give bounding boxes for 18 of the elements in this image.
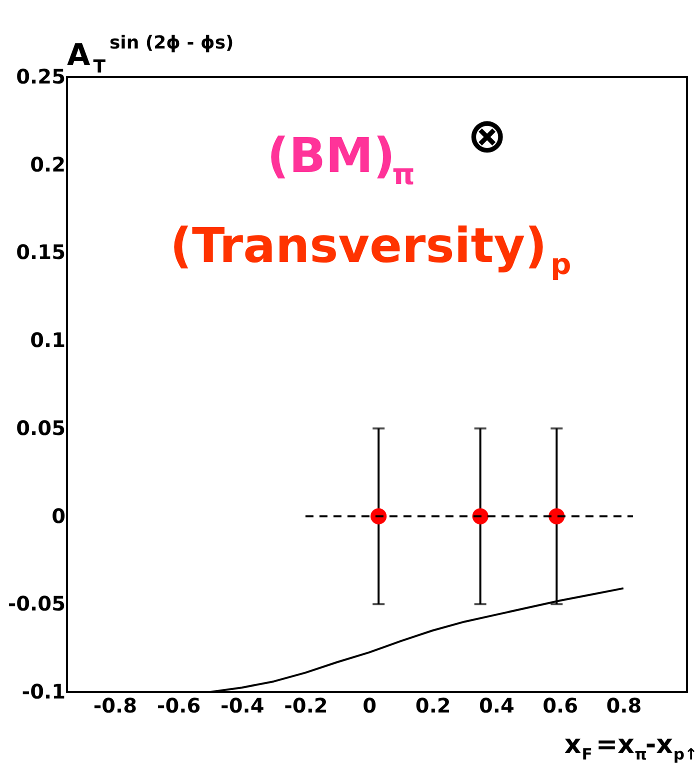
x-tick-label: 0.2 <box>415 694 451 718</box>
x-tick-label: 0 <box>362 694 377 718</box>
y-tick-label: -0.05 <box>8 592 66 616</box>
y-tick-label: -0.1 <box>22 680 66 704</box>
annotation: ⊗ <box>467 108 508 164</box>
x-tick-label: 0.4 <box>479 694 514 718</box>
y-tick-label: 0.2 <box>30 152 66 176</box>
x-tick-label: 0.8 <box>606 694 642 718</box>
x-tick-label: -0.2 <box>284 694 328 718</box>
y-tick-label: 0.25 <box>16 64 66 88</box>
x-tick-label: 0.6 <box>542 694 578 718</box>
x-tick-label: -0.8 <box>93 694 138 718</box>
y-tick-label: 0.05 <box>16 416 66 440</box>
x-tick-label: -0.6 <box>156 694 201 718</box>
y-tick-label: 0.1 <box>30 328 66 352</box>
y-tick-label: 0.15 <box>16 240 66 264</box>
x-tick-label: -0.4 <box>220 694 264 718</box>
y-tick-label: 0 <box>52 504 66 528</box>
